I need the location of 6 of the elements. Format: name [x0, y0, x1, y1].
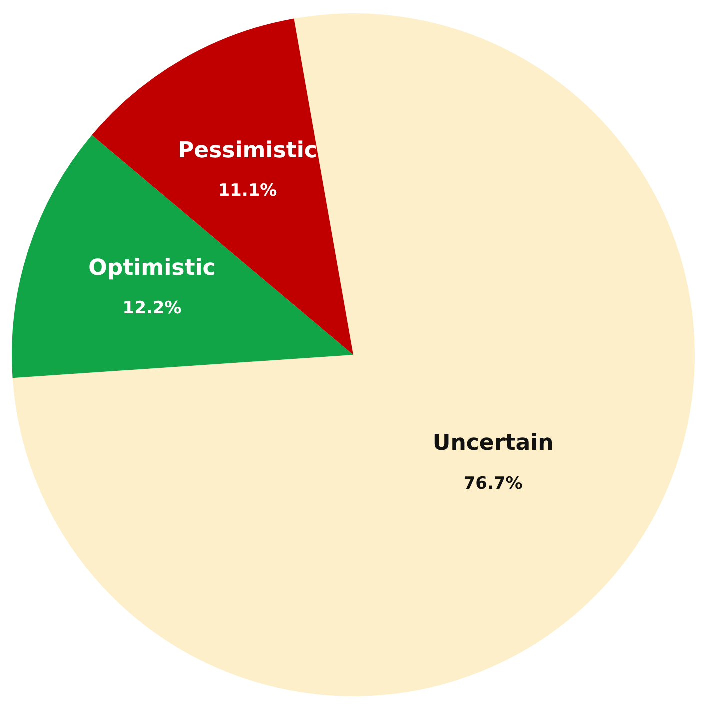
slice-label: Optimistic [88, 256, 216, 282]
data-label: 76.7% [464, 474, 523, 494]
slice-label: Uncertain [432, 431, 554, 456]
data-label: 11.1% [218, 181, 278, 202]
slice-label: Pessimistic [178, 138, 318, 164]
data-label: 12.2% [122, 298, 182, 319]
